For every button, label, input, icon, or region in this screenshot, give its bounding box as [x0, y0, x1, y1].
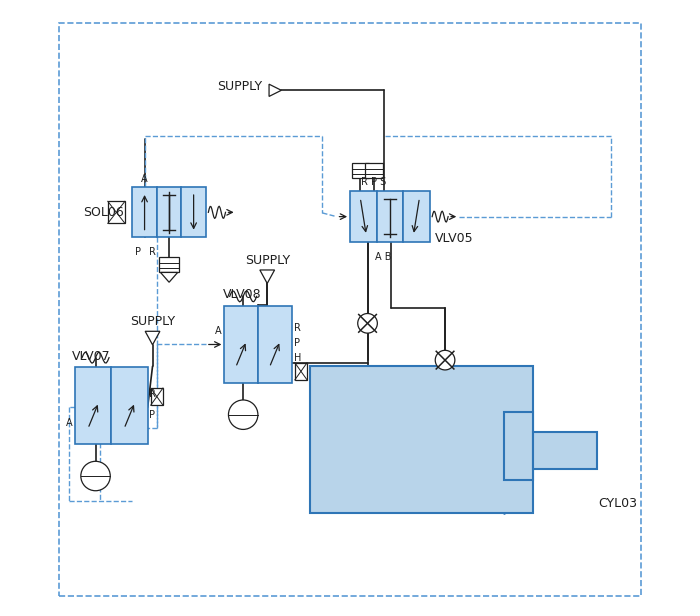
- Text: R: R: [149, 246, 156, 257]
- Circle shape: [80, 461, 111, 491]
- Text: H: H: [293, 354, 301, 363]
- FancyBboxPatch shape: [224, 306, 258, 383]
- FancyBboxPatch shape: [504, 412, 533, 480]
- FancyBboxPatch shape: [377, 192, 403, 241]
- Text: P: P: [150, 410, 155, 420]
- FancyBboxPatch shape: [160, 257, 179, 272]
- FancyBboxPatch shape: [403, 192, 430, 241]
- Polygon shape: [269, 84, 281, 97]
- Text: R: R: [293, 323, 300, 333]
- FancyBboxPatch shape: [108, 201, 125, 224]
- Text: VLV07: VLV07: [72, 349, 111, 363]
- Text: SOL06: SOL06: [83, 206, 124, 219]
- FancyBboxPatch shape: [150, 388, 163, 405]
- FancyBboxPatch shape: [352, 163, 369, 178]
- Text: SUPPLY: SUPPLY: [217, 80, 262, 94]
- FancyBboxPatch shape: [350, 192, 377, 241]
- Text: R: R: [150, 389, 156, 399]
- Text: A: A: [141, 174, 148, 184]
- FancyBboxPatch shape: [310, 367, 533, 513]
- Text: CYL03: CYL03: [598, 497, 638, 511]
- Text: P: P: [293, 338, 300, 348]
- Circle shape: [435, 351, 455, 370]
- Text: VLV05: VLV05: [435, 232, 473, 245]
- Text: A B: A B: [375, 251, 392, 262]
- FancyBboxPatch shape: [533, 432, 596, 469]
- FancyBboxPatch shape: [157, 187, 181, 238]
- Circle shape: [358, 314, 377, 333]
- FancyBboxPatch shape: [132, 187, 157, 238]
- Text: SUPPLY: SUPPLY: [245, 254, 290, 267]
- Text: SUPPLY: SUPPLY: [130, 315, 175, 328]
- Text: R P S: R P S: [361, 177, 386, 187]
- FancyBboxPatch shape: [181, 187, 206, 238]
- Text: VLV08: VLV08: [223, 288, 262, 301]
- Text: P: P: [135, 246, 141, 257]
- Polygon shape: [160, 272, 178, 282]
- FancyBboxPatch shape: [258, 306, 292, 383]
- FancyBboxPatch shape: [295, 363, 307, 380]
- Polygon shape: [145, 331, 160, 345]
- FancyBboxPatch shape: [111, 368, 148, 444]
- Text: A: A: [215, 326, 221, 336]
- Text: A: A: [66, 418, 72, 428]
- Polygon shape: [260, 270, 274, 283]
- Circle shape: [228, 400, 258, 429]
- FancyBboxPatch shape: [365, 163, 382, 178]
- FancyBboxPatch shape: [76, 368, 111, 444]
